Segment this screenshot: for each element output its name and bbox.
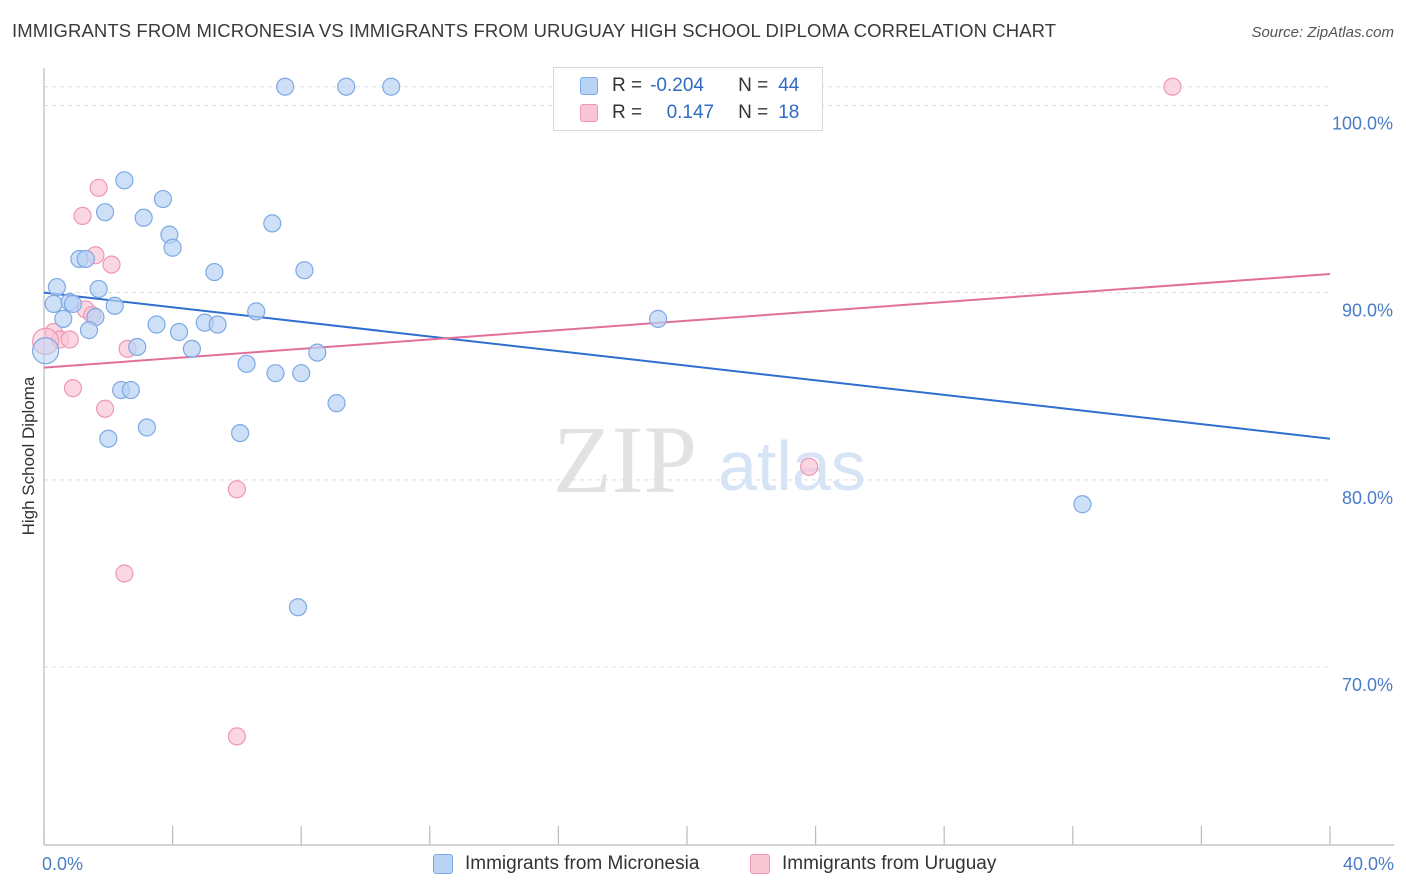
n-label: N = [738, 102, 769, 123]
micronesia-point [382, 77, 401, 96]
y-tick-label: 100.0% [1332, 113, 1393, 133]
axes [43, 68, 1394, 846]
correlation-legend: R = -0.204 N = 44 R = 0.147 N = 18 [553, 67, 823, 131]
uruguay-point [60, 330, 79, 349]
r-value: 0.147 [666, 102, 715, 123]
uruguay-trend-line [43, 272, 1331, 369]
micronesia-point [147, 315, 166, 334]
uruguay-point [63, 379, 83, 398]
micronesia-point [231, 423, 250, 443]
x-tick-label-min: 0.0% [42, 854, 83, 874]
micronesia-point [95, 203, 115, 222]
micronesia-point [1073, 495, 1092, 514]
micronesia-point [247, 302, 266, 321]
micronesia-point [121, 380, 140, 400]
r-label: R = [612, 102, 643, 123]
micronesia-point [292, 364, 311, 383]
micronesia-point [63, 294, 83, 314]
uruguay-point [1163, 77, 1182, 96]
n-value: 18 [778, 102, 800, 123]
source-credit: Source: ZipAtlas.com [1251, 24, 1394, 41]
micronesia-point [32, 337, 60, 365]
uruguay-point [115, 564, 134, 583]
micronesia-point [337, 77, 356, 96]
micronesia-point [208, 315, 227, 334]
micronesia-point [128, 337, 147, 357]
micronesia-legend-label: Immigrants from Micronesia [465, 853, 700, 874]
micronesia-point [47, 277, 66, 297]
x-tick-label-max: 40.0% [1343, 854, 1394, 874]
micronesia-point [134, 208, 153, 227]
legend-row-micronesia: R = -0.204 N = 44 [554, 73, 799, 99]
x-tick-marks [43, 826, 1331, 845]
n-value: 44 [778, 75, 800, 96]
micronesia-point [153, 189, 173, 209]
y-axis-title: High School Diploma [19, 376, 38, 535]
uruguay-point [95, 399, 115, 418]
micronesia-point [163, 238, 182, 257]
micronesia-point [44, 294, 63, 314]
micronesia-point [89, 279, 108, 299]
uruguay-legend-label: Immigrants from Uruguay [782, 853, 997, 874]
uruguay-swatch [580, 104, 598, 122]
micronesia-point [288, 598, 308, 617]
r-value: -0.204 [650, 75, 704, 96]
r-label: R = [612, 75, 643, 96]
micronesia-point [276, 77, 295, 96]
micronesia-point [182, 339, 201, 358]
micronesia-point [327, 394, 346, 413]
watermark-zip: ZIP [553, 406, 697, 513]
y-tick-labels: 70.0% 80.0% 90.0% 100.0% [1332, 113, 1393, 695]
micronesia-points [32, 77, 1092, 617]
chart-title: IMMIGRANTS FROM MICRONESIA VS IMMIGRANTS… [12, 20, 1057, 41]
y-tick-label: 80.0% [1342, 488, 1393, 508]
y-tick-label: 70.0% [1342, 675, 1393, 695]
y-tick-label: 90.0% [1342, 301, 1393, 321]
legend-row-uruguay: R = 0.147 N = 18 [554, 100, 799, 126]
micronesia-point [76, 249, 95, 269]
watermark-atlas: atlas [718, 427, 866, 505]
uruguay-point [73, 206, 92, 226]
micronesia-point [169, 322, 189, 342]
micronesia-point [105, 296, 124, 315]
micronesia-point [648, 309, 668, 328]
micronesia-point [308, 343, 327, 362]
uruguay-point [800, 457, 819, 476]
micronesia-point [115, 171, 134, 190]
n-label: N = [738, 75, 769, 96]
micronesia-point [205, 262, 224, 282]
micronesia-point [266, 364, 285, 383]
bottom-legend-uruguay: Immigrants from Uruguay [750, 851, 996, 877]
uruguay-point [227, 480, 246, 499]
micronesia-point [237, 354, 256, 373]
bottom-legend-micronesia: Immigrants from Micronesia [433, 851, 699, 877]
micronesia-point [54, 309, 73, 328]
micronesia-point [263, 214, 282, 233]
micronesia-point [79, 321, 99, 340]
watermark: ZIP atlas [553, 406, 866, 513]
uruguay-point [227, 727, 246, 746]
uruguay-point [102, 255, 121, 274]
micronesia-point [137, 418, 156, 437]
uruguay-point [89, 178, 108, 197]
uruguay-legend-swatch [750, 854, 770, 874]
micronesia-legend-swatch [433, 854, 453, 874]
micronesia-point [295, 261, 314, 280]
micronesia-swatch [580, 77, 598, 95]
micronesia-point [99, 429, 118, 448]
gridlines [44, 86, 1330, 668]
